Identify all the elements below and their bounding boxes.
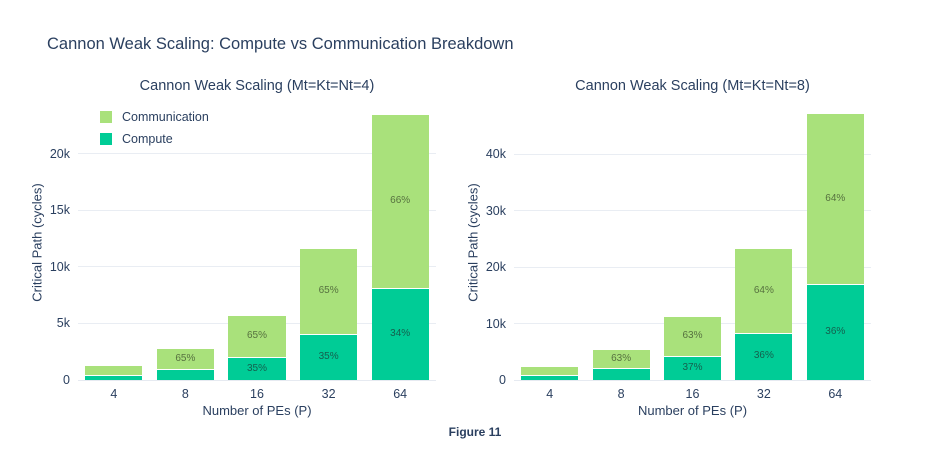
- bar-percent-label: 36%: [825, 326, 846, 338]
- gridline: [78, 153, 436, 155]
- bar-percent-label: 66%: [390, 194, 411, 206]
- bar-segment-compute-P8[interactable]: [156, 368, 215, 380]
- gridline: [514, 210, 871, 212]
- bar-percent-label: 65%: [318, 284, 339, 296]
- legend: Communication Compute: [100, 106, 209, 150]
- x-axis-title-right: Number of PEs (P): [637, 403, 748, 418]
- x-tick-label: 64: [828, 387, 843, 401]
- communication-swatch-icon: [100, 111, 112, 123]
- y-tick-label: 5k: [56, 316, 70, 331]
- figure-caption: Figure 11: [448, 425, 502, 439]
- bar-segment-communication-P32[interactable]: [735, 248, 793, 333]
- bar-segment-communication-P32[interactable]: [299, 247, 358, 334]
- x-tick-label: 32: [321, 387, 336, 401]
- bar-segment-compute-P32[interactable]: [299, 333, 358, 380]
- x-tick-label: 8: [181, 387, 189, 401]
- bar-percent-label: 63%: [611, 352, 632, 364]
- bar-segment-communication-P16[interactable]: [663, 315, 722, 357]
- gridline: [514, 266, 871, 268]
- plot-area-right: 0 10k 20k 30k 40k 4 63% 8 37% 63% 16 36% 64% 32 36% 64%…: [486, 105, 871, 401]
- legend-label: Compute: [122, 132, 173, 146]
- bar-segment-compute-P16[interactable]: [663, 356, 722, 380]
- figure-title: Cannon Weak Scaling: Compute vs Communic…: [47, 35, 514, 53]
- bar-percent-label: 35%: [246, 362, 267, 374]
- bar-segment-communication-P16[interactable]: [228, 314, 286, 358]
- y-tick-label: 40k: [485, 147, 506, 162]
- legend-item-communication[interactable]: Communication: [100, 106, 209, 128]
- y-tick-label: 20k: [485, 260, 506, 275]
- bar-segment-compute-P8[interactable]: [592, 368, 650, 380]
- subplot-title-right: Cannon Weak Scaling (Mt=Kt=Nt=8): [575, 78, 810, 94]
- x-axis-title-left: Number of PEs (P): [202, 403, 312, 418]
- x-tick-label: 8: [617, 387, 625, 401]
- compute-swatch-icon: [100, 133, 112, 145]
- bar-percent-label: 34%: [390, 328, 411, 340]
- y-tick-label: 0: [63, 373, 70, 387]
- bar-percent-label: 64%: [753, 284, 774, 296]
- bar-segment-compute-P4[interactable]: [521, 374, 579, 380]
- x-tick-label: 4: [546, 387, 554, 401]
- x-tick-label: 16: [250, 387, 264, 401]
- bar-segment-compute-P4[interactable]: [85, 374, 143, 380]
- bar-segment-communication-P64[interactable]: [371, 113, 429, 289]
- gridline: [78, 209, 436, 211]
- bar-segment-compute-P32[interactable]: [735, 332, 793, 380]
- bar-segment-communication-P4[interactable]: [85, 364, 143, 375]
- bar-percent-label: 65%: [246, 330, 267, 342]
- x-tick-label: 64: [393, 387, 408, 401]
- legend-item-compute[interactable]: Compute: [100, 128, 209, 150]
- x-tick-label: 4: [110, 387, 118, 401]
- bar-segment-communication-P4[interactable]: [521, 365, 579, 375]
- bar-segment-communication-P8[interactable]: [592, 348, 650, 369]
- bar-percent-label: 35%: [318, 350, 339, 362]
- bar-percent-label: 65%: [175, 352, 196, 364]
- bar-percent-label: 37%: [682, 362, 703, 374]
- bar-segment-communication-P64[interactable]: [806, 113, 864, 285]
- gridline: [514, 153, 871, 155]
- gridline: [78, 266, 436, 268]
- y-axis-title-left: Critical Path (cycles): [29, 183, 45, 302]
- y-tick-label: 10k: [485, 316, 506, 331]
- bar-segment-compute-P64[interactable]: [371, 288, 429, 380]
- bar-segment-compute-P16[interactable]: [228, 357, 286, 380]
- x-tick-label: 16: [685, 387, 700, 401]
- y-axis-title-right: Critical Path (cycles): [465, 183, 481, 302]
- bar-segment-compute-P64[interactable]: [806, 284, 864, 380]
- bar-percent-label: 64%: [825, 192, 846, 204]
- y-tick-label: 0: [499, 373, 506, 387]
- bar-percent-label: 63%: [682, 330, 703, 342]
- legend-label: Communication: [122, 110, 209, 124]
- subplot-title-left: Cannon Weak Scaling (Mt=Kt=Nt=4): [139, 78, 375, 94]
- bar-segment-communication-P8[interactable]: [156, 348, 215, 369]
- x-tick-label: 32: [756, 387, 771, 401]
- y-tick-label: 30k: [485, 203, 506, 218]
- bar-percent-label: 36%: [753, 350, 774, 362]
- y-tick-label: 10k: [49, 259, 70, 274]
- plot-area-left: 0 5k 10k 15k 20k 4 65% 8 35% 65% 16 35% 65% 32 34% 66% 6…: [50, 105, 436, 401]
- y-tick-label: 15k: [49, 203, 70, 218]
- y-tick-label: 20k: [49, 146, 70, 161]
